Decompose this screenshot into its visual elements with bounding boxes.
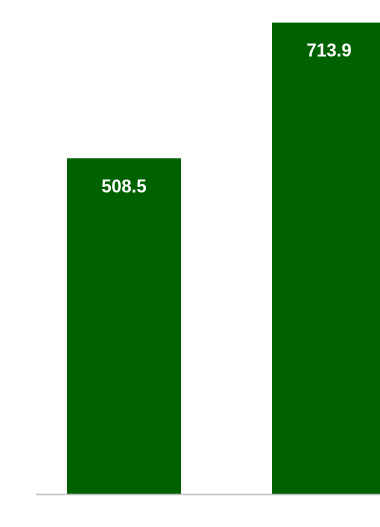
bar-1 bbox=[67, 158, 181, 495]
data-labels-group: 508.5 713.9 bbox=[101, 41, 351, 197]
bar-2 bbox=[272, 22, 380, 495]
bars-group bbox=[67, 22, 380, 495]
bar-1-value-label: 508.5 bbox=[101, 176, 146, 196]
bar-2-value-label: 713.9 bbox=[306, 41, 351, 61]
